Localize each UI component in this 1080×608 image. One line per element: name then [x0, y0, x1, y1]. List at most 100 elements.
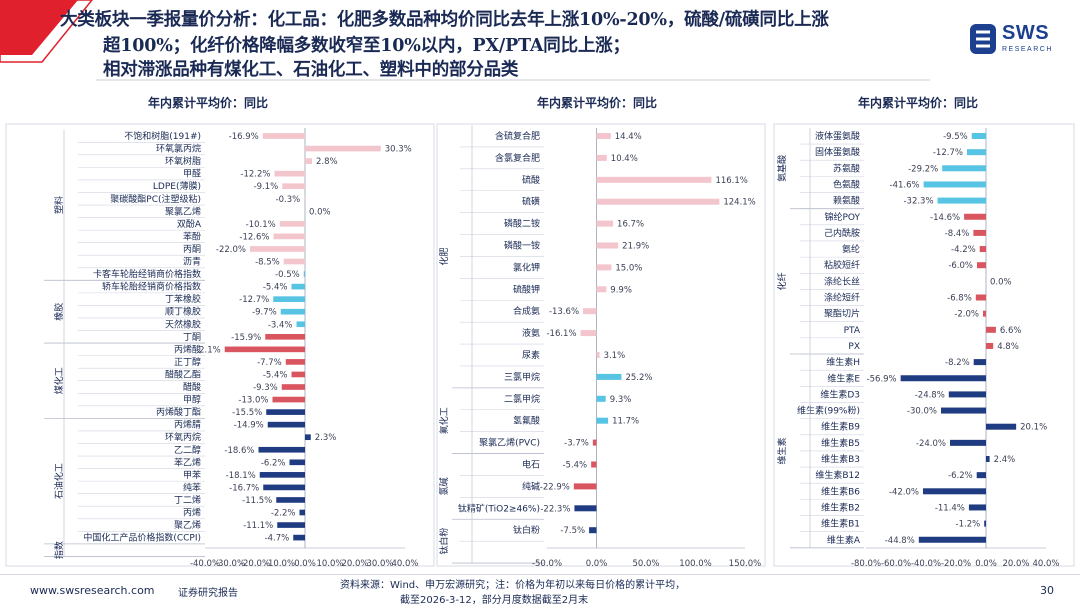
chart1-tick-label: -10.0% [265, 559, 295, 569]
footer-url[interactable]: www.swsresearch.com [30, 584, 155, 597]
header-decoration [0, 0, 930, 81]
chart2-bar [592, 439, 597, 446]
footer-source-line1: 资料来源：Wind、申万宏源研究；注：价格为年初以来每日价格的累计平均， [340, 580, 686, 591]
chart1-category-label: 丙烯腈 [174, 419, 201, 431]
chart2-value-label: -16.1% [546, 329, 576, 339]
chart3-category-label: 维生素B3 [821, 453, 860, 465]
chart3-tick-label: 40.0% [1032, 559, 1059, 569]
chart1-category-label: 纯苯 [183, 481, 201, 493]
chart1-bar [224, 346, 305, 353]
chart2-bar [596, 242, 619, 249]
chart2-category-label: 硫磺 [522, 196, 540, 208]
chart1-tick-label: 0.0% [294, 559, 316, 569]
chart1-bar [304, 195, 305, 202]
chart1-category-label: 正丁醇 [174, 356, 201, 368]
chart3-bar [968, 504, 986, 511]
chart1-bar [272, 396, 305, 403]
chart1-category-label: 环氧丙烷 [165, 431, 201, 443]
chart2-value-label: 15.0% [615, 263, 642, 273]
chart2-value-label: -22.9% [540, 482, 570, 492]
chart1-value-label: -15.9% [231, 333, 261, 343]
chart1-value-label: -11.5% [242, 496, 272, 506]
chart1-value-label: 0.0% [309, 207, 331, 217]
chart3-title: 年内累计平均价：同比 [858, 96, 979, 110]
chart2-bar [580, 330, 597, 337]
chart1-category-label: 聚氯乙烯 [165, 205, 201, 217]
chart2-bar [596, 220, 614, 227]
chart1-category-label: 苯乙烯 [174, 456, 201, 468]
chart1-value-label: -12.2% [240, 170, 270, 180]
chart3-value-label: 2.4% [994, 455, 1016, 465]
chart2-group-label: 氟化工 [438, 407, 450, 434]
sws-logo: SWS RESEARCH [968, 20, 1068, 58]
chart3-tick-label: -40.0% [911, 559, 941, 569]
chart1-category-label: 双酚A [177, 219, 202, 230]
chart3-group-label: 化纤 [776, 272, 788, 290]
chart2-category-label: 纯碱 [522, 480, 540, 492]
chart3-category-label: 赖氨酸 [833, 195, 860, 207]
chart3-value-label: -14.6% [930, 213, 960, 223]
chart1-bar [291, 283, 305, 290]
chart1-bar [276, 497, 305, 503]
chart2-bar [596, 395, 606, 402]
chart3-value-label: -12.7% [933, 148, 963, 158]
chart2-bar [591, 461, 597, 468]
chart1-tick-label: -40.0% [190, 559, 220, 569]
chart1-bar [273, 296, 305, 302]
chart2-tick-label: 0.0% [586, 559, 608, 569]
chart3-value-label: -44.8% [885, 536, 915, 546]
chart2-bar [574, 505, 597, 512]
chart1-value-label: 2.8% [316, 157, 338, 167]
chart3-value-label: -29.2% [908, 164, 938, 174]
chart2-bar [596, 154, 607, 161]
chart3-bar [984, 520, 986, 527]
chart2-value-label: -7.5% [560, 526, 585, 536]
chart3-bar [986, 342, 994, 349]
chart1-value-label: -7.7% [257, 358, 282, 368]
chart3-category-label: 己内酰胺 [824, 227, 860, 239]
chart2-bar [596, 373, 622, 380]
chart3-bar [900, 375, 986, 382]
chart3-category-label: 维生素B5 [821, 437, 860, 449]
chart3-bar [918, 536, 986, 543]
chart3-category-label: 维生素B12 [815, 469, 860, 481]
chart3-value-label: -24.8% [915, 390, 945, 400]
chart2-value-label: -13.6% [549, 307, 579, 317]
chart2-bar [596, 133, 611, 139]
chart1-value-label: -15.5% [232, 408, 262, 418]
red-wedge-decoration [0, 0, 78, 55]
chart3-value-label: -30.0% [907, 407, 937, 417]
title-line-1: 大类板块一季报量价分析：化工品：化肥多数品种均价同比去年上涨10%-20%，硫酸… [60, 10, 829, 30]
chart1-category-label: 甲醛 [183, 168, 201, 180]
chart1-panel-frame [5, 123, 435, 567]
chart1-category-label: 醋酸 [183, 381, 201, 393]
chart3-category-label: 液体蛋氨酸 [815, 130, 860, 142]
chart3-category-label: 维生素A [827, 534, 861, 546]
chart3-category-label: 维生素(99%粉) [797, 405, 860, 417]
chart3-value-label: -9.5% [943, 132, 968, 142]
chart2-group-label: 化肥 [438, 247, 450, 265]
chart1-value-label: -0.5% [275, 270, 300, 280]
chart2-value-label: 25.2% [625, 373, 652, 383]
chart3-bar [986, 326, 996, 333]
chart1-value-label: 2.3% [315, 433, 337, 443]
chart3-bar [941, 407, 986, 414]
chart2-value-label: 3.1% [604, 351, 626, 361]
chart3-category-label: 维生素B6 [821, 485, 860, 497]
chart1-bar [263, 484, 305, 491]
chart1-category-label: 丙酮 [183, 244, 201, 255]
footer-label: 证券研究报告 [178, 588, 238, 599]
chart3-value-label: -8.4% [945, 229, 970, 239]
chart3-category-label: PX [848, 342, 860, 352]
chart1-category-label: 环氧氯丙烷 [156, 143, 201, 155]
chart3-bar [948, 391, 986, 398]
chart3-category-label: 锦纶POY [824, 211, 860, 223]
chart1-value-label: -16.7% [229, 483, 259, 493]
chart3-value-label: 6.6% [1000, 326, 1022, 336]
title-line-2: 超100%；化纤价格降幅多数收窄至10%以内，PX/PTA同比上涨； [103, 36, 630, 56]
chart2-value-label: 9.3% [610, 395, 632, 405]
chart1-category-label: 丁二烯 [174, 494, 201, 506]
chart2-bar [573, 483, 597, 490]
chart1-category-label: 丙烯酸丁酯 [156, 406, 201, 418]
chart2-category-label: 硫酸 [522, 174, 540, 186]
